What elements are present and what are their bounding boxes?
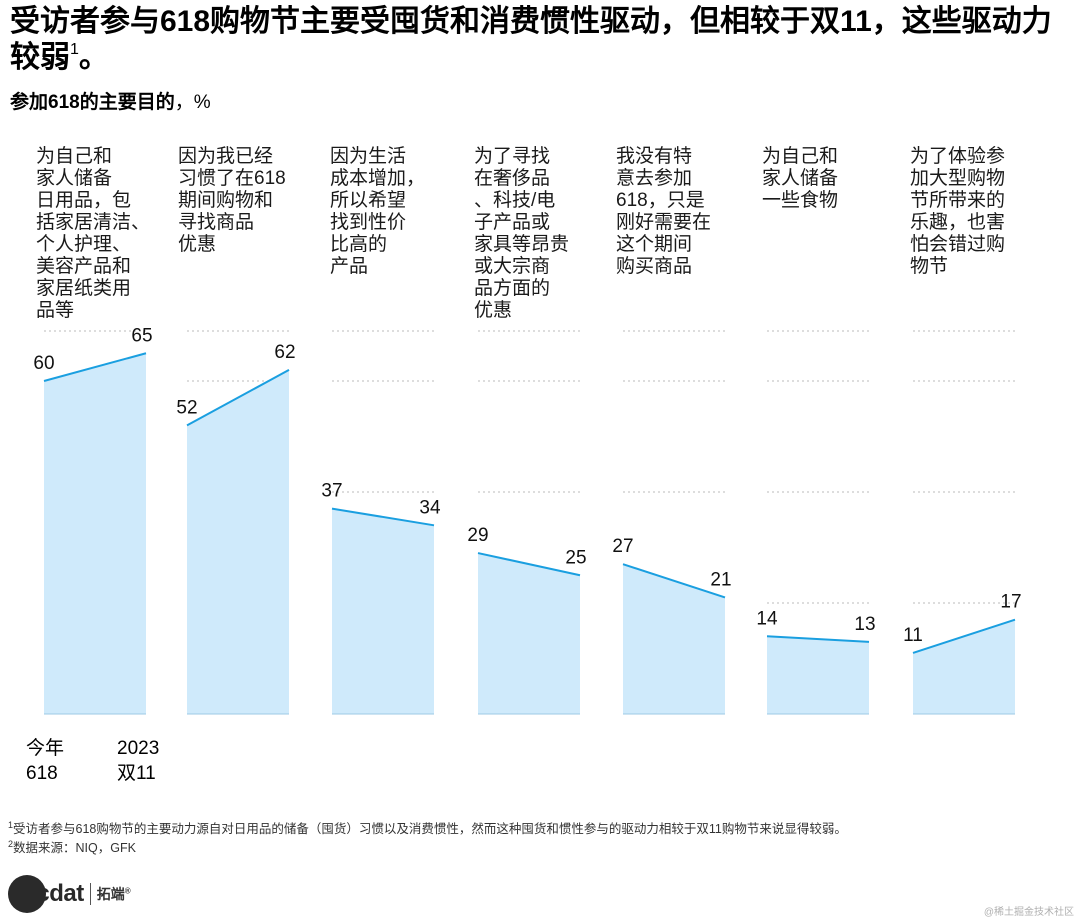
area-fill bbox=[767, 636, 869, 714]
footnote-1: 1受访者参与618购物节的主要动力源自对日用品的储备（囤货）习惯以及消费惯性，然… bbox=[8, 820, 847, 837]
data-label-618: 52 bbox=[176, 397, 197, 418]
watermark: @稀土掘金技术社区 bbox=[983, 907, 1074, 918]
subtitle-unit: ，% bbox=[174, 92, 211, 113]
data-label-618: 27 bbox=[612, 536, 633, 557]
area-fill bbox=[187, 369, 289, 714]
data-label-double11: 25 bbox=[565, 547, 586, 568]
series-line bbox=[622, 563, 726, 599]
area-fill bbox=[332, 508, 434, 714]
data-label-618: 14 bbox=[756, 608, 778, 629]
data-label-618: 11 bbox=[903, 625, 923, 646]
subtitle-bold: 参加618的主要目的 bbox=[10, 92, 175, 113]
category-label: 为自己和 家人储备 日用品，包 括家居清洁、 个人护理、 美容产品和 家居纸类用… bbox=[36, 146, 151, 321]
chart-title: 受访者参与618购物节主要受囤货和消费惯性驱动，但相较于双11，这些驱动力较弱1… bbox=[10, 4, 1074, 76]
area-fill bbox=[913, 619, 1015, 714]
footnotes: 1受访者参与618购物节的主要动力源自对日用品的储备（囤货）习惯以及消费惯性，然… bbox=[8, 818, 1068, 856]
data-label-double11: 34 bbox=[419, 497, 441, 518]
logo-divider bbox=[89, 883, 91, 905]
series-line bbox=[186, 369, 290, 427]
chart-subtitle: 参加618的主要目的，% bbox=[10, 90, 211, 116]
series-line bbox=[912, 618, 1016, 654]
area-fill bbox=[478, 553, 580, 714]
series-line bbox=[766, 635, 870, 643]
series-line bbox=[43, 352, 147, 382]
data-label-double11: 17 bbox=[1000, 592, 1021, 613]
logo-chinese-name: 拓端® bbox=[96, 886, 131, 902]
area-fill bbox=[44, 353, 146, 714]
data-label-618: 60 bbox=[33, 353, 54, 374]
brand-logo: tecdat 拓端® bbox=[8, 875, 131, 913]
legend-series-618: 今年 618 bbox=[26, 738, 65, 784]
category-label: 我没有特 意去参加 618，只是 刚好需要在 这个期间 购买商品 bbox=[616, 146, 712, 277]
category-label: 因为我已经 习惯了在618 期间购物和 寻找商品 优惠 bbox=[178, 146, 286, 255]
legend-series-double11: 2023 双11 bbox=[117, 738, 160, 784]
logo-circle-icon bbox=[8, 875, 46, 913]
data-label-double11: 21 bbox=[710, 569, 731, 590]
category-label: 为自己和 家人储备 一些食物 bbox=[762, 146, 839, 211]
series-line bbox=[477, 552, 581, 577]
data-label-618: 37 bbox=[321, 481, 342, 502]
category-label: 因为生活 成本增加， 所以希望 找到性价 比高的 产品 bbox=[330, 146, 426, 277]
title-text: 受访者参与618购物节主要受囤货和消费惯性驱动，但相较于双11，这些驱动力较弱 bbox=[10, 5, 1052, 74]
title-end: 。 bbox=[78, 41, 109, 74]
category-label: 为了体验参 加大型购物 节所带来的 乐趣，也害 怕会错过购 物节 bbox=[910, 146, 1006, 277]
series-line bbox=[331, 507, 435, 527]
title-footnote-ref: 1 bbox=[70, 41, 79, 58]
footnote-2: 2数据来源：NIQ，GFK bbox=[8, 839, 136, 856]
data-label-618: 29 bbox=[467, 525, 488, 546]
category-label: 为了寻找 在奢侈品 、科技/电 子产品或 家具等昂贵 或大宗商 品方面的 优惠 bbox=[474, 146, 570, 321]
data-label-double11: 65 bbox=[131, 325, 152, 346]
data-label-double11: 13 bbox=[854, 614, 875, 635]
data-label-double11: 62 bbox=[274, 342, 295, 363]
area-fill bbox=[623, 564, 725, 714]
